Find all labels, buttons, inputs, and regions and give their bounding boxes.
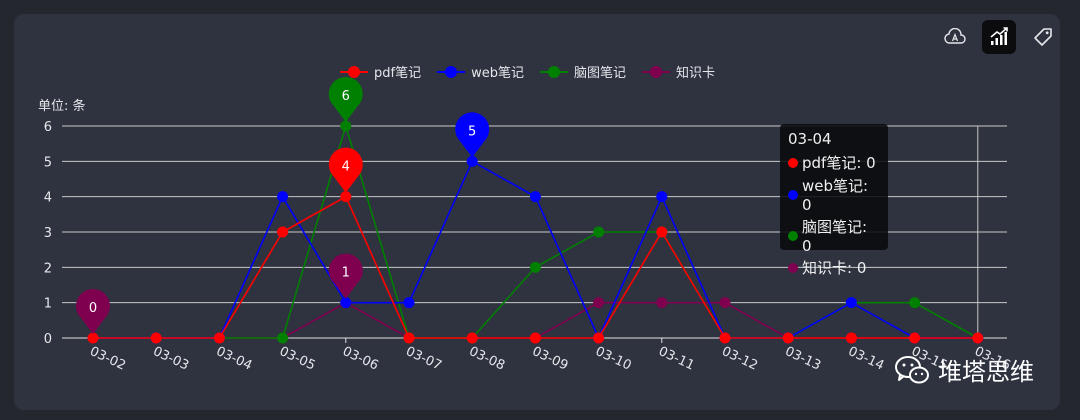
marker-label: 0 xyxy=(89,301,97,316)
x-tick-label: 03-02 xyxy=(87,344,128,374)
tooltip-label-mindmap: 脑图笔记: 0 xyxy=(802,218,868,255)
data-point xyxy=(656,191,668,203)
y-tick-label: 6 xyxy=(44,120,52,135)
tooltip-label-web: web笔记: 0 xyxy=(802,177,869,214)
data-point xyxy=(845,332,857,344)
watermark: 堆塔思维 xyxy=(894,352,1034,387)
marker-pin xyxy=(328,76,363,122)
y-tick-label: 0 xyxy=(44,332,52,347)
legend-item-card[interactable]: 知识卡 xyxy=(642,62,715,81)
wechat-icon xyxy=(895,355,929,383)
marker-pin xyxy=(328,147,363,193)
tooltip-dot-mindmap xyxy=(788,230,798,241)
data-point xyxy=(529,332,541,344)
tooltip-label-pdf: pdf笔记: 0 xyxy=(802,154,876,172)
data-point xyxy=(340,191,352,203)
marker-label: 4 xyxy=(342,160,350,175)
legend-marker-mindmap xyxy=(539,65,568,78)
x-tick-label: 03-04 xyxy=(214,344,255,374)
data-point xyxy=(845,297,857,309)
data-point xyxy=(593,332,605,344)
chart-tooltip: 03-04 pdf笔记: 0 web笔记: 0 脑图笔记: 0 知识卡: 0 xyxy=(780,124,888,277)
x-tick-label: 03-06 xyxy=(340,344,381,374)
y-tick-label: 4 xyxy=(44,191,52,206)
marker-label: 5 xyxy=(468,124,476,139)
marker-label: 1 xyxy=(342,266,350,281)
x-tick-label: 03-08 xyxy=(467,344,508,374)
data-point xyxy=(529,261,541,273)
legend-label-pdf: pdf笔记 xyxy=(374,66,422,81)
legend-label-web: web笔记 xyxy=(471,66,524,81)
data-point xyxy=(656,226,668,238)
tooltip-row-pdf: pdf笔记: 0 xyxy=(788,152,880,173)
tooltip-title: 03-04 xyxy=(788,130,832,148)
data-point xyxy=(150,332,162,344)
tooltip-dot-card xyxy=(788,262,798,273)
legend-label-card: 知识卡 xyxy=(676,66,716,81)
data-point xyxy=(403,332,415,344)
marker-label: 6 xyxy=(342,89,350,104)
tooltip-row-web: web笔记: 0 xyxy=(788,175,880,214)
tooltip-dot-pdf xyxy=(788,157,798,168)
legend-item-pdf[interactable]: pdf笔记 xyxy=(340,62,421,81)
font-icon[interactable] xyxy=(938,20,972,54)
chart-toolbar xyxy=(938,20,1060,54)
data-point xyxy=(403,297,415,309)
data-point xyxy=(466,155,478,167)
data-point xyxy=(277,332,289,344)
tooltip-label-card: 知识卡: 0 xyxy=(802,259,867,277)
legend-marker-pdf xyxy=(340,65,368,78)
marker-pin xyxy=(455,112,490,158)
chart-legend: pdf笔记 web笔记 脑图笔记 知识卡 xyxy=(340,62,715,81)
data-point xyxy=(593,297,605,309)
tooltip-row-mindmap: 脑图笔记: 0 xyxy=(788,216,880,255)
data-point xyxy=(593,226,605,238)
data-point xyxy=(656,297,668,309)
data-point xyxy=(719,297,731,309)
x-tick-label: 03-09 xyxy=(530,344,571,374)
x-tick-label: 03-03 xyxy=(151,344,192,374)
data-point xyxy=(277,191,289,203)
x-tick-label: 03-11 xyxy=(656,344,697,374)
data-point xyxy=(340,297,352,309)
watermark-text: 堆塔思维 xyxy=(938,358,1034,386)
x-tick-label: 03-07 xyxy=(403,344,444,374)
chart-icon[interactable] xyxy=(982,20,1016,54)
tooltip-row-card: 知识卡: 0 xyxy=(788,257,880,278)
x-tick-label: 03-12 xyxy=(719,344,760,374)
data-point xyxy=(719,332,731,344)
legend-label-mindmap: 脑图笔记 xyxy=(573,66,626,81)
y-axis-unit-label: 单位: 条 xyxy=(38,99,86,114)
data-point xyxy=(909,297,921,309)
data-point xyxy=(87,332,99,344)
tooltip-dot-web xyxy=(788,189,798,200)
marker-pin xyxy=(328,253,363,299)
x-tick-label: 03-05 xyxy=(277,344,318,374)
tag-icon[interactable] xyxy=(1026,20,1060,54)
x-tick-label: 03-13 xyxy=(783,344,824,374)
data-point xyxy=(466,332,478,344)
y-tick-label: 2 xyxy=(44,261,52,276)
y-tick-label: 5 xyxy=(44,155,52,170)
data-point xyxy=(782,332,794,344)
data-point xyxy=(213,332,225,344)
x-tick-label: 03-10 xyxy=(593,344,634,374)
data-point xyxy=(340,120,352,132)
y-tick-label: 1 xyxy=(44,297,52,312)
data-point xyxy=(972,332,984,344)
data-point xyxy=(909,332,921,344)
legend-item-web[interactable]: web笔记 xyxy=(437,62,524,81)
marker-pin xyxy=(76,288,111,334)
data-point xyxy=(277,226,289,238)
legend-marker-card xyxy=(642,65,670,78)
data-point xyxy=(529,191,541,203)
y-tick-label: 3 xyxy=(44,226,52,241)
legend-item-mindmap[interactable]: 脑图笔记 xyxy=(539,62,626,81)
legend-marker-web xyxy=(437,65,466,78)
x-tick-label: 03-14 xyxy=(846,344,887,374)
